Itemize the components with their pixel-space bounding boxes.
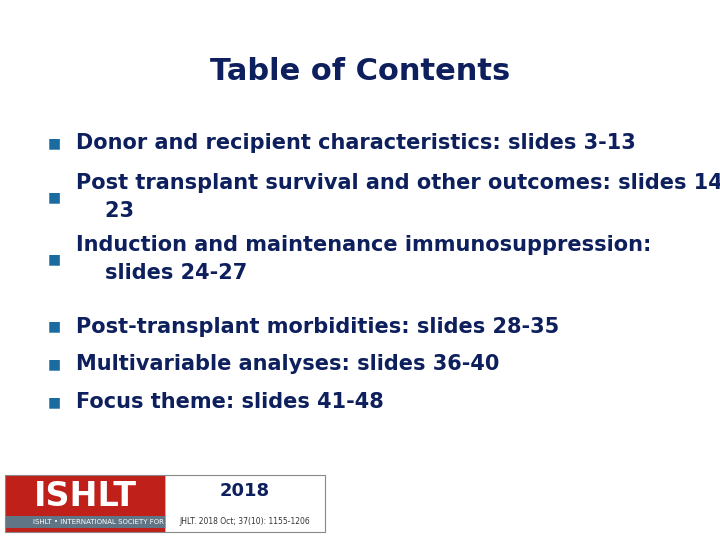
Text: Post-transplant morbidities: slides 28-35: Post-transplant morbidities: slides 28-3… [76,316,559,337]
FancyBboxPatch shape [5,516,325,528]
Text: ■: ■ [48,357,60,372]
Text: Post transplant survival and other outcomes: slides 14-
    23: Post transplant survival and other outco… [76,173,720,221]
Text: Table of Contents: Table of Contents [210,57,510,86]
FancyBboxPatch shape [165,475,325,532]
Text: Donor and recipient characteristics: slides 3-13: Donor and recipient characteristics: sli… [76,133,635,153]
Text: ■: ■ [48,190,60,204]
Text: Multivariable analyses: slides 36-40: Multivariable analyses: slides 36-40 [76,354,499,375]
Text: ISHLT • INTERNATIONAL SOCIETY FOR HEART AND LUNG TRANSPLANTATION: ISHLT • INTERNATIONAL SOCIETY FOR HEART … [33,519,297,525]
Text: ■: ■ [48,136,60,150]
Text: 2018: 2018 [220,482,270,500]
Text: Induction and maintenance immunosuppression:
    slides 24-27: Induction and maintenance immunosuppress… [76,235,651,283]
Text: ■: ■ [48,395,60,409]
FancyBboxPatch shape [5,475,165,532]
Text: Focus theme: slides 41-48: Focus theme: slides 41-48 [76,392,383,413]
Text: ■: ■ [48,320,60,334]
Text: ISHLT: ISHLT [34,480,137,513]
Text: JHLT. 2018 Oct; 37(10): 1155-1206: JHLT. 2018 Oct; 37(10): 1155-1206 [179,516,310,525]
Text: ■: ■ [48,252,60,266]
